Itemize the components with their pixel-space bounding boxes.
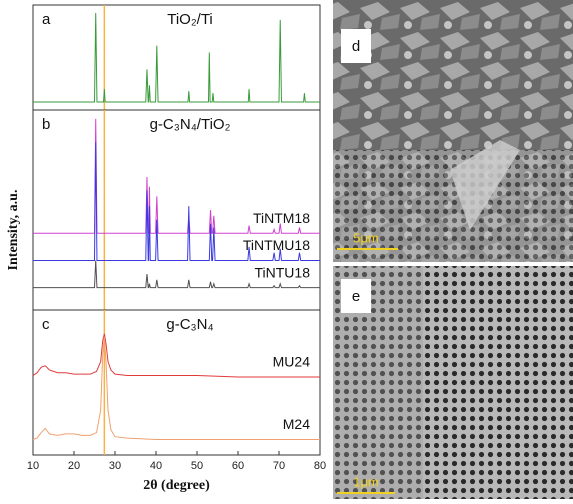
series-label: M24 bbox=[283, 416, 310, 432]
pattern-line bbox=[33, 337, 320, 440]
x-tick-label: 50 bbox=[191, 460, 203, 472]
series-label: MU24 bbox=[273, 354, 311, 370]
x-tick-label: 40 bbox=[150, 460, 162, 472]
y-axis-label: Intensity, a.u. bbox=[6, 190, 21, 271]
x-tick-label: 30 bbox=[109, 460, 121, 472]
sem-image-d: d 5μm bbox=[333, 0, 573, 262]
figure: d 5μm e 1μm a TiO₂/Ti TiNTM18 TiNTMU18 TiNTU… bbox=[0, 0, 573, 499]
panel-title: TiO₂/Ti bbox=[167, 11, 213, 28]
scale-bar-label: 1μm bbox=[353, 474, 379, 489]
panel-label: e bbox=[352, 288, 360, 305]
x-tick-label: 60 bbox=[232, 460, 244, 472]
panel-title: g-C₃N₄ bbox=[166, 316, 213, 333]
panel-label: b bbox=[42, 116, 50, 133]
series-label: TiNTU18 bbox=[255, 264, 311, 280]
panel-label: a bbox=[42, 11, 51, 28]
panel-title: g-C₃N₄/TiO₂ bbox=[150, 116, 231, 133]
panel-label: d bbox=[352, 38, 360, 55]
scale-bar-label: 5μm bbox=[353, 230, 379, 245]
series-label: TiNTM18 bbox=[253, 210, 310, 226]
x-axis-label: 2θ (degree) bbox=[143, 478, 210, 493]
x-tick-label: 10 bbox=[27, 460, 39, 472]
x-tick-label: 20 bbox=[68, 460, 80, 472]
series-label: TiNTMU18 bbox=[243, 237, 310, 253]
x-tick-label: 70 bbox=[273, 460, 285, 472]
panel-label: c bbox=[42, 316, 50, 333]
x-tick-label: 80 bbox=[314, 460, 326, 472]
sem-image-e: e 1μm bbox=[333, 266, 573, 499]
